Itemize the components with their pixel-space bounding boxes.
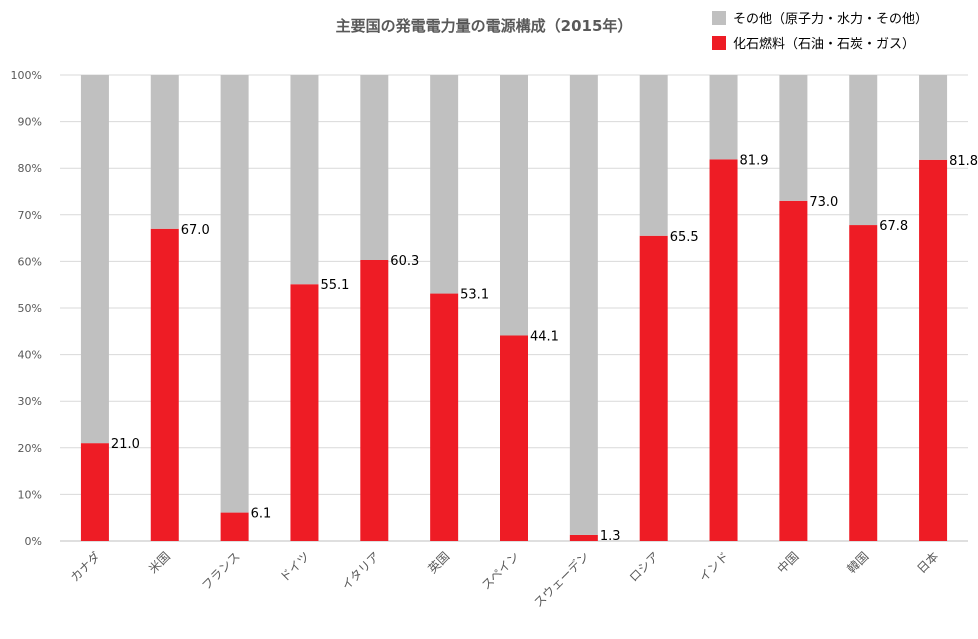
data-label: 81.9 (740, 153, 769, 168)
category-label: カナダ (67, 549, 103, 585)
bar-fossil (919, 159, 948, 541)
category-label: ドイツ (277, 549, 312, 584)
bar-fossil (290, 284, 319, 541)
data-labels: 21.0 67.0 6.1 55.1 60.3 53.1 44.1 1.3 65.5 81.9 73… (111, 153, 978, 544)
bar-fossil (569, 534, 598, 541)
bar-other (639, 75, 668, 236)
data-label: 55.1 (320, 278, 349, 293)
bar-other (849, 75, 878, 226)
data-label: 65.5 (670, 230, 699, 245)
data-label: 1.3 (600, 529, 621, 544)
category-label: 日本 (914, 549, 941, 576)
bar-other (290, 75, 319, 285)
bar-fossil (220, 512, 249, 541)
y-tick-label: 0% (25, 535, 42, 548)
bar-other (430, 75, 459, 294)
data-label: 6.1 (251, 507, 272, 522)
bar-fossil (80, 443, 109, 541)
bar-other (360, 75, 389, 261)
bar-fossil (709, 159, 738, 541)
bar-fossil (500, 335, 528, 541)
category-label: 韓国 (844, 549, 871, 576)
legend-swatch-other (712, 11, 726, 25)
y-tick-label: 100% (11, 69, 42, 82)
category-label: フランス (199, 549, 243, 593)
data-label: 81.8 (949, 154, 978, 169)
y-tick-label: 20% (18, 442, 42, 455)
legend-label-fossil: 化石燃料（石油・石炭・ガス） (733, 36, 915, 52)
category-label: インド (696, 549, 731, 584)
bars (80, 75, 948, 541)
data-label: 21.0 (111, 437, 140, 452)
category-label: 中国 (774, 549, 802, 577)
bar-fossil (849, 225, 878, 541)
y-tick-label: 30% (18, 395, 42, 408)
bar-other (709, 75, 738, 160)
bar-fossil (430, 293, 459, 541)
category-label: スペイン (479, 549, 522, 592)
y-tick-label: 50% (18, 302, 42, 315)
legend: その他（原子力・水力・その他） 化石燃料（石油・石炭・ガス） (712, 11, 928, 52)
category-label: スウェーデン (530, 549, 592, 611)
y-tick-label: 60% (18, 255, 42, 268)
bar-other (779, 75, 808, 201)
bar-other (220, 75, 249, 513)
bar-fossil (639, 235, 668, 541)
bar-other (150, 75, 179, 229)
category-label: 英国 (425, 549, 452, 576)
data-label: 60.3 (390, 254, 419, 269)
bar-other (80, 75, 109, 444)
bar-other (569, 75, 598, 535)
legend-label-other: その他（原子力・水力・その他） (733, 12, 928, 27)
y-tick-label: 10% (18, 488, 42, 501)
bar-fossil (779, 200, 808, 541)
bar-fossil (360, 260, 389, 541)
category-label: イタリア (339, 549, 383, 593)
data-label: 67.8 (879, 219, 908, 234)
data-label: 67.0 (181, 223, 210, 238)
data-label: 44.1 (530, 329, 559, 344)
data-label: 53.1 (460, 288, 489, 303)
legend-swatch-fossil (712, 36, 726, 50)
y-axis-ticks: 0% 10% 20% 30% 40% 50% 60% 70% 80% 90% 100% (11, 69, 42, 548)
bar-other (919, 75, 948, 160)
chart-title: 主要国の発電電力量の電源構成（2015年） (336, 17, 633, 35)
x-axis-categories: カナダ 米国 フランス ドイツ イタリア 英国 スペイン スウェーデン ロシア インド 中国 韓国 日本 (67, 549, 941, 611)
y-tick-label: 70% (18, 209, 42, 222)
y-tick-label: 40% (18, 349, 42, 362)
y-tick-label: 90% (18, 116, 42, 129)
category-label: ロシア (626, 549, 661, 584)
data-label: 73.0 (809, 195, 838, 210)
y-tick-label: 80% (18, 162, 42, 175)
bar-fossil (150, 228, 179, 541)
category-label: 米国 (146, 549, 173, 576)
bar-other (500, 75, 528, 336)
